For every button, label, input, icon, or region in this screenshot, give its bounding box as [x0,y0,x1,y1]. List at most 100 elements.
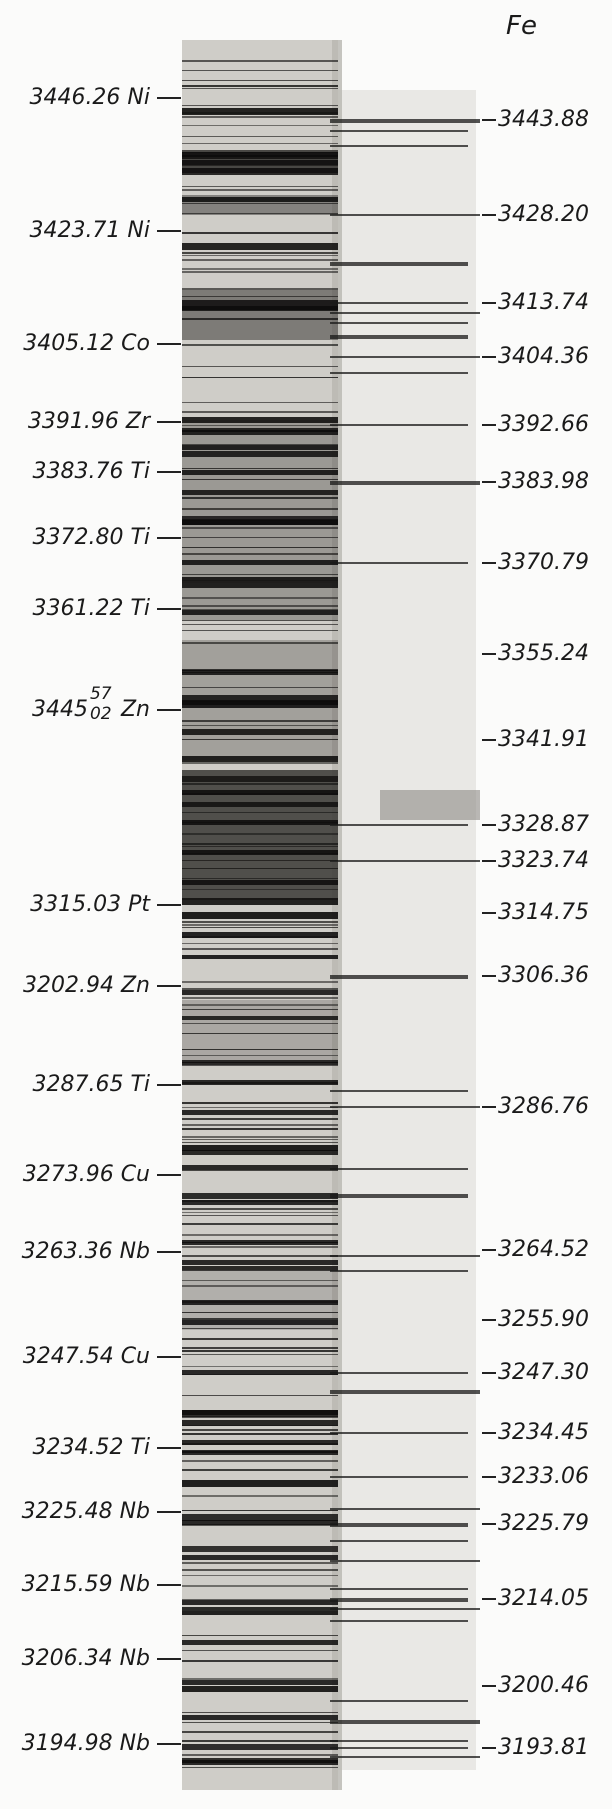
left-tick [157,537,181,539]
spectral-line [182,1569,338,1571]
spectral-line [182,1585,338,1587]
left-tick [157,1084,181,1086]
spectral-line [182,80,338,81]
spectral-line [182,1740,338,1742]
reference-line [330,1090,468,1092]
spectral-line [182,296,338,297]
spectral-line [182,1165,338,1170]
right-label-r8: 3355.24 [498,641,589,666]
left-tick [157,230,181,232]
reference-line [330,335,468,339]
reference-line [330,1476,468,1478]
spectral-line [182,60,338,62]
right-tick [482,119,496,121]
reference-line [330,312,480,314]
spectral-line [182,143,338,144]
spectral-line [182,1425,338,1426]
right-label-r9: 3341.91 [498,727,589,752]
spectral-line [182,1650,338,1651]
right-label-r18: 3234.45 [498,1420,589,1445]
right-label-r11: 3323.74 [498,848,589,873]
spectral-line [182,1510,338,1511]
spectral-line [182,425,338,426]
right-label-r6: 3383.98 [498,469,589,494]
reference-line [330,1560,480,1562]
spectral-line [182,255,338,256]
left-label-l8-sub: 02 [89,704,112,724]
right-label-r20: 3225.79 [498,1511,589,1536]
reference-line [330,1540,468,1542]
reference-line [330,1106,480,1108]
spectral-line [182,1660,338,1662]
right-tick [482,1476,496,1478]
spectral-line [182,1347,338,1349]
spectral-line [182,1124,338,1126]
spectral-line [182,988,338,990]
right-tick [482,562,496,564]
spectral-line [182,232,338,234]
spectral-line [182,1193,338,1199]
reference-line [330,1168,468,1170]
spectral-line [182,1280,338,1281]
reference-line [330,1620,468,1622]
spectral-line [182,720,338,722]
reference-line [330,145,468,147]
reference-line [330,1720,480,1724]
spectral-line [182,700,338,705]
spectral-line [182,880,338,885]
spectral-line [182,1080,338,1085]
spectral-line [182,268,338,270]
spectral-line [182,112,338,114]
spectral-line [182,1440,338,1445]
spectral-line [182,610,338,615]
left-label-l8-sup: 57 [89,684,112,704]
spectral-line [182,197,338,202]
spectral-line [182,470,338,475]
left-label-l9: 3315.03 Pt [30,892,150,917]
reference-line [330,860,480,862]
spectral-line [182,243,338,250]
spectral-line [182,1555,338,1560]
spectral-line [182,1420,338,1426]
right-label-r21: 3214.05 [498,1586,589,1611]
spectral-line [182,1170,338,1171]
spectral-line [182,860,338,861]
spectral-line [182,725,338,726]
spectral-line [182,1142,338,1143]
spectral-line [182,739,338,740]
spectral-line [182,1136,338,1138]
spectral-line [182,943,338,944]
right-tick [482,824,496,826]
spectral-line [182,1514,338,1521]
right-label-r1: 3443.88 [498,107,589,132]
spectral-line [182,70,338,71]
spectral-line [182,1255,338,1257]
left-tick [157,1251,181,1253]
reference-line [330,1608,480,1610]
spectral-line [182,1429,338,1431]
spectral-line [182,1480,338,1487]
right-label-r17: 3247.30 [498,1360,589,1385]
left-label-l4: 3391.96 Zr [27,409,150,434]
spectral-line [182,213,338,214]
absorption-band [182,290,338,340]
spectral-line [182,670,338,675]
spectral-line [182,912,338,919]
right-tick [482,356,496,358]
spectral-line [182,1208,338,1210]
left-label-l13: 3263.36 Nb [21,1239,150,1264]
reference-line [330,1588,468,1590]
spectral-line [182,168,338,173]
spectral-line [182,1640,338,1645]
spectral-line [182,605,338,607]
spectral-line [182,1520,338,1525]
spectral-line [182,1607,338,1611]
spectral-line [182,1009,338,1010]
spectral-line [182,152,338,157]
spectral-line [182,1562,338,1564]
spectral-line [182,936,338,938]
spectral-line [182,490,338,495]
spectral-line [182,318,338,320]
spectral-line [182,1215,338,1216]
right-label-r15: 3264.52 [498,1237,589,1262]
